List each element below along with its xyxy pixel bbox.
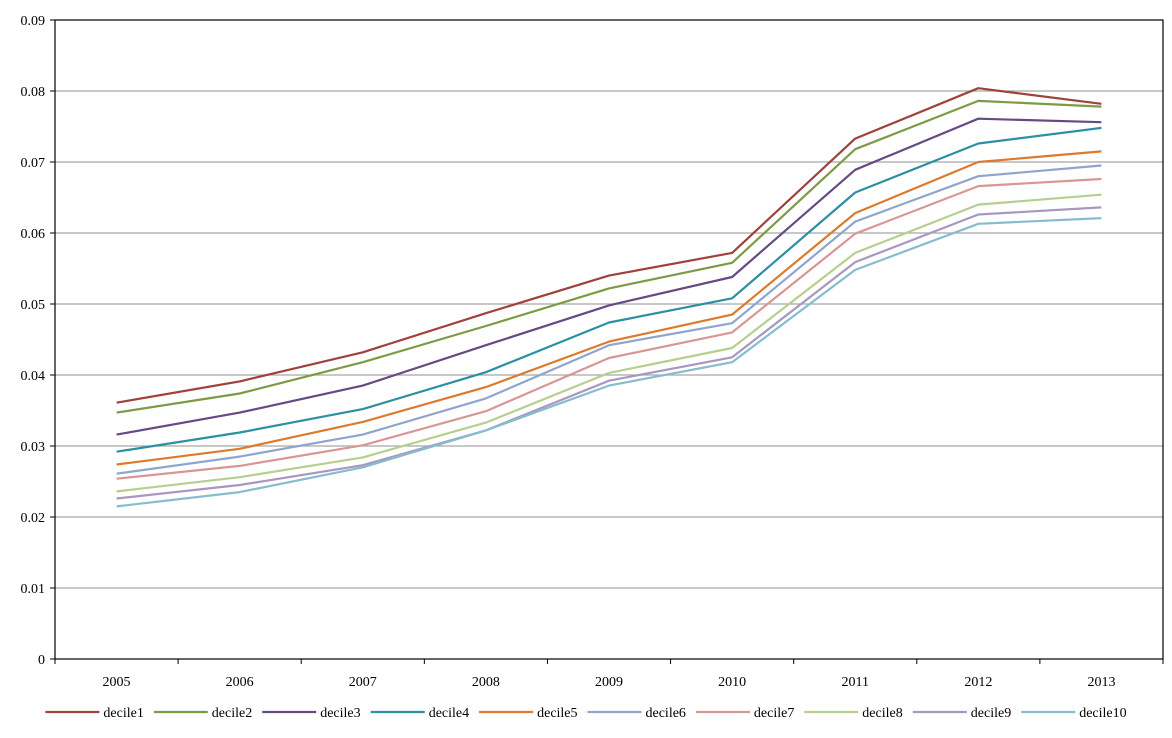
y-tick-label: 0.08 — [21, 85, 46, 100]
series-line-decile7 — [116, 177, 1102, 480]
legend-item-decile8: decile8 — [804, 706, 903, 721]
series-line-decile5 — [116, 150, 1102, 466]
legend: decile1 decile2 decile3 decile4 decile5 decil… — [45, 706, 1127, 721]
legend-item-decile7: decile7 — [695, 706, 794, 721]
legend-label: decile6 — [646, 706, 686, 721]
x-tick-label: 2007 — [349, 675, 377, 690]
series-line-decile4 — [116, 126, 1102, 453]
x-tick-label: 2012 — [964, 675, 992, 690]
legend-item-decile10: decile10 — [1021, 706, 1127, 721]
series-line-decile8 — [116, 193, 1102, 493]
legend-label: decile8 — [862, 706, 902, 721]
x-tick-label: 2009 — [595, 675, 623, 690]
legend-label: decile10 — [1079, 706, 1126, 721]
y-tick-label: 0.01 — [21, 582, 46, 597]
y-axis-ticks: 0 0.01 0.02 0.03 0.04 0.05 0.06 0.07 0.08 0.09 — [21, 14, 55, 668]
legend-label: decile3 — [320, 706, 360, 721]
y-tick-label: 0.07 — [21, 156, 46, 171]
series-line-decile3 — [116, 117, 1102, 436]
legend-item-decile2: decile2 — [153, 706, 252, 721]
legend-item-decile1: decile1 — [45, 706, 144, 721]
x-tick-label: 2011 — [841, 675, 868, 690]
x-tick-label: 2010 — [718, 675, 746, 690]
legend-label: decile2 — [212, 706, 252, 721]
x-tick-label: 2013 — [1087, 675, 1115, 690]
y-tick-label: 0.09 — [21, 14, 46, 29]
y-tick-label: 0.04 — [21, 369, 46, 384]
legend-label: decile7 — [754, 706, 794, 721]
x-tick-label: 2005 — [103, 675, 131, 690]
legend-item-decile3: decile3 — [262, 706, 361, 721]
series-line-decile2 — [116, 99, 1102, 414]
x-axis-ticks: 2005 2006 2007 2008 2009 2010 2011 2012 2013 — [54, 659, 1164, 690]
series-line-decile6 — [116, 164, 1102, 475]
series-line-decile9 — [116, 206, 1102, 500]
y-tick-label: 0.02 — [21, 511, 46, 526]
legend-label: decile9 — [971, 706, 1011, 721]
legend-item-decile6: decile6 — [587, 706, 686, 721]
legend-item-decile4: decile4 — [370, 706, 469, 721]
legend-label: decile4 — [429, 706, 469, 721]
series-line-decile1 — [116, 87, 1102, 404]
y-tick-label: 0.06 — [21, 227, 46, 242]
y-tick-label: 0 — [38, 653, 45, 668]
y-tick-label: 0.03 — [21, 440, 46, 455]
series-line-decile10 — [116, 217, 1102, 508]
legend-label: decile1 — [103, 706, 143, 721]
y-tick-label: 0.05 — [21, 298, 46, 313]
gridlines — [55, 90, 1163, 589]
x-tick-label: 2006 — [226, 675, 254, 690]
series-lines — [116, 87, 1102, 508]
legend-label: decile5 — [537, 706, 577, 721]
plot-area-frame — [54, 19, 1164, 660]
x-tick-label: 2008 — [472, 675, 500, 690]
legend-item-decile9: decile9 — [912, 706, 1011, 721]
legend-item-decile5: decile5 — [479, 706, 578, 721]
